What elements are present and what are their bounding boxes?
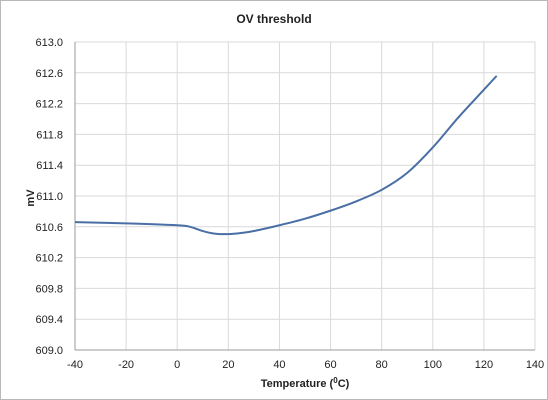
y-tick-label: 610.2 — [35, 253, 63, 265]
chart-title: OV threshold — [236, 12, 311, 26]
x-tick-label: 0 — [174, 359, 180, 371]
x-tick-label: 20 — [222, 359, 234, 371]
y-tick-label: 612.2 — [35, 99, 63, 111]
series-group — [74, 75, 498, 236]
x-tick-label: -40 — [67, 359, 83, 371]
x-tick-label: 120 — [475, 359, 493, 371]
y-tick-label: 609.8 — [35, 283, 63, 295]
x-tick-label: 60 — [324, 359, 336, 371]
y-tick-label: 613.0 — [35, 37, 63, 49]
y-tick-label: 611.4 — [36, 160, 63, 172]
x-tick-label: 100 — [424, 359, 442, 371]
y-tick-labels: 609.0 609.4 609.8 610.2 610.6 611.0 611.4 611.8… — [35, 37, 63, 357]
y-tick-label: 612.6 — [35, 68, 63, 80]
x-tick-label: 80 — [376, 359, 388, 371]
y-tick-label: 611.8 — [36, 129, 63, 141]
y-tick-label: 610.6 — [35, 222, 63, 234]
y-tick-label: 609.0 — [35, 345, 63, 357]
x-axis-label-end: C) — [338, 378, 350, 390]
x-axis-label-superscript: 0 — [333, 376, 338, 385]
x-axis-label: Temperature (0C) — [261, 376, 350, 390]
x-tick-label: 140 — [526, 359, 544, 371]
y-tick-label: 609.4 — [35, 314, 63, 326]
x-axis-label-main: Temperature ( — [261, 378, 334, 390]
x-tick-labels: -40 -20 0 20 40 60 80 100 120 140 — [67, 359, 544, 371]
x-tick-label: -20 — [118, 359, 134, 371]
series-line — [74, 75, 498, 236]
y-axis-label: mV — [25, 189, 37, 207]
x-tick-label: 40 — [273, 359, 285, 371]
grid — [74, 41, 536, 351]
y-tick-label: 611.0 — [36, 191, 63, 203]
